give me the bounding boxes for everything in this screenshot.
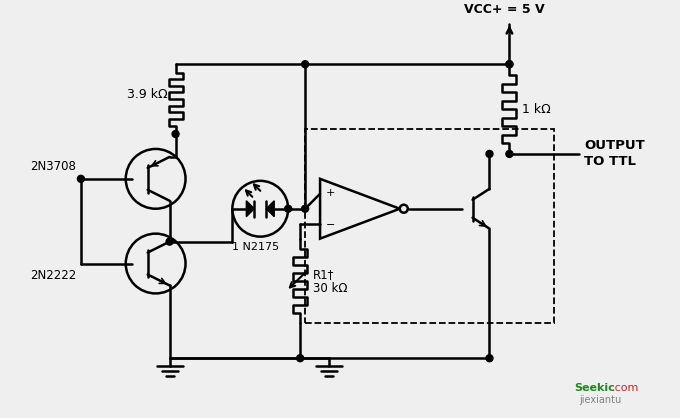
Text: −: −: [326, 220, 335, 229]
Circle shape: [486, 355, 493, 362]
Text: +: +: [326, 188, 335, 198]
Circle shape: [172, 130, 179, 138]
Circle shape: [506, 150, 513, 158]
Circle shape: [302, 61, 309, 68]
Circle shape: [302, 205, 309, 212]
Text: TO TTL: TO TTL: [584, 155, 636, 168]
Circle shape: [506, 61, 513, 68]
Polygon shape: [246, 201, 254, 217]
Circle shape: [285, 205, 292, 212]
Text: 1 N2175: 1 N2175: [232, 242, 279, 252]
Circle shape: [486, 150, 493, 158]
Text: R1†: R1†: [313, 268, 335, 281]
Text: OUTPUT: OUTPUT: [584, 140, 645, 153]
Polygon shape: [267, 201, 274, 217]
Text: 2N2222: 2N2222: [30, 269, 76, 282]
Circle shape: [506, 61, 513, 68]
Circle shape: [296, 355, 304, 362]
Text: 1 kΩ: 1 kΩ: [522, 102, 551, 115]
Text: Seekic: Seekic: [574, 383, 615, 393]
Text: jiexiantu: jiexiantu: [579, 395, 622, 405]
Text: 2N3708: 2N3708: [30, 161, 76, 173]
Text: 3.9 kΩ: 3.9 kΩ: [127, 88, 167, 101]
Text: VCC+ = 5 V: VCC+ = 5 V: [464, 3, 545, 16]
Text: .com: .com: [612, 383, 639, 393]
Bar: [305, 129, 554, 324]
Circle shape: [78, 175, 84, 182]
Circle shape: [166, 238, 173, 245]
Text: 30 kΩ: 30 kΩ: [313, 283, 347, 296]
